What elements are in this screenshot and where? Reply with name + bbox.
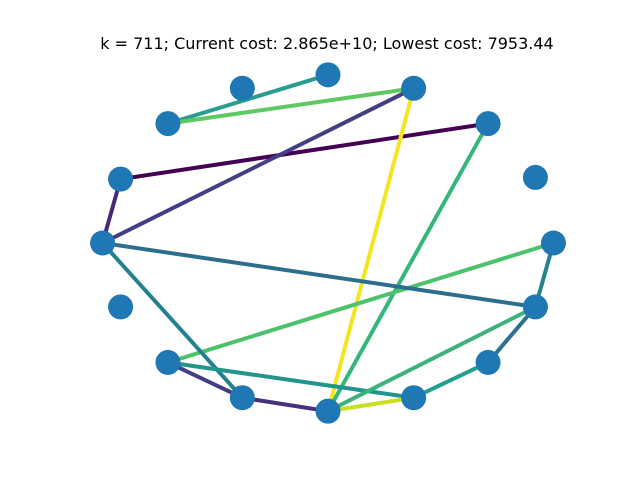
node-11 [229,385,255,411]
node-6 [155,111,181,137]
edge-10-11 [167,360,244,400]
edge-2-7 [120,121,489,182]
node-3 [401,75,427,101]
edge-3-8 [101,86,415,245]
node-14 [475,349,501,375]
edge-8-15 [102,241,536,309]
edge-0-10 [167,241,555,365]
node-13 [401,385,427,411]
edge-6-3 [167,86,414,126]
edge-11-12 [242,395,329,414]
node-15 [522,294,548,320]
edge-8-11 [101,241,244,400]
node-4 [315,62,341,88]
edges-layer [100,72,556,414]
node-10 [155,349,181,375]
node-7 [108,166,134,192]
node-8 [90,230,116,256]
nodes-layer [90,62,566,424]
edge-12-15 [327,305,537,413]
edge-12-13 [327,395,414,414]
edge-10-13 [167,360,414,400]
node-9 [108,294,134,320]
node-12 [315,398,341,424]
edge-2-12 [326,122,490,413]
chart-title: k = 711; Current cost: 2.865e+10; Lowest… [100,34,553,53]
node-5 [229,75,255,101]
node-2 [475,111,501,137]
node-1 [522,164,548,190]
edge-13-14 [412,360,489,400]
edge-3-12 [326,87,416,412]
node-0 [540,230,566,256]
